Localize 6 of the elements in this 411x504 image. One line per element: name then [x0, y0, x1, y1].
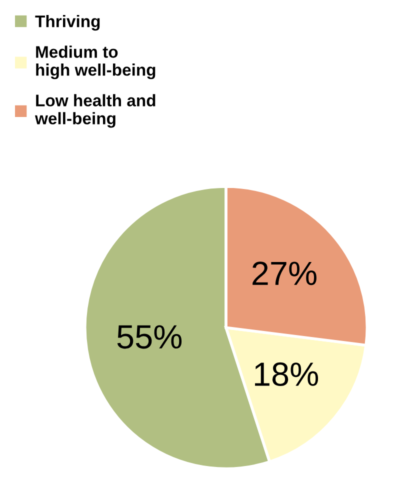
legend-label: Thriving	[35, 15, 100, 31]
data-label: 27%	[252, 262, 316, 286]
data-label: 55%	[117, 325, 182, 349]
legend-label: Low health and well-being	[34, 94, 156, 128]
data-label: 18%	[255, 362, 318, 386]
legend-label: Medium to high well-being	[36, 46, 156, 80]
